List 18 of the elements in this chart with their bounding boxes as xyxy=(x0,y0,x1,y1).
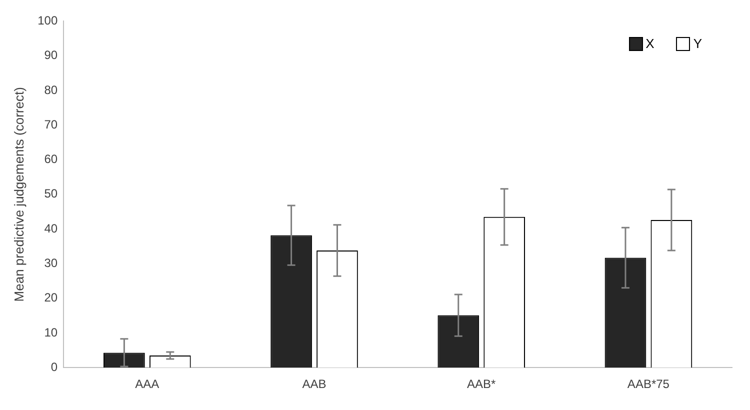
y-tick-label: 90 xyxy=(44,48,58,62)
y-axis-title: Mean predictive judgements (correct) xyxy=(11,87,26,302)
legend-label: Y xyxy=(693,36,702,51)
x-tick-label: AAB xyxy=(302,377,326,392)
y-tick-label: 30 xyxy=(44,256,58,270)
y-tick-label: 50 xyxy=(44,186,58,201)
y-tick-label: 60 xyxy=(44,152,58,166)
x-tick-label: AAA xyxy=(135,377,160,392)
x-tick-label: AAB* xyxy=(467,377,496,392)
legend-label: X xyxy=(646,36,654,51)
x-tick-label: AAB*75 xyxy=(627,377,670,392)
y-tick-label: 100 xyxy=(38,14,58,28)
y-tick-label: 80 xyxy=(44,82,58,97)
y-tick-label: 70 xyxy=(44,117,58,132)
y-tick-label: 20 xyxy=(44,290,58,305)
y-tick-label: 0 xyxy=(50,360,58,374)
y-tick-label: 40 xyxy=(44,221,58,236)
y-tick-label: 10 xyxy=(44,325,58,340)
